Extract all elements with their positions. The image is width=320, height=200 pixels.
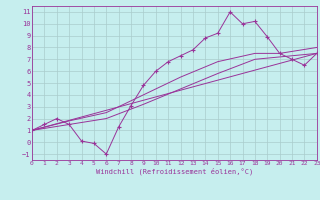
X-axis label: Windchill (Refroidissement éolien,°C): Windchill (Refroidissement éolien,°C) (96, 168, 253, 175)
